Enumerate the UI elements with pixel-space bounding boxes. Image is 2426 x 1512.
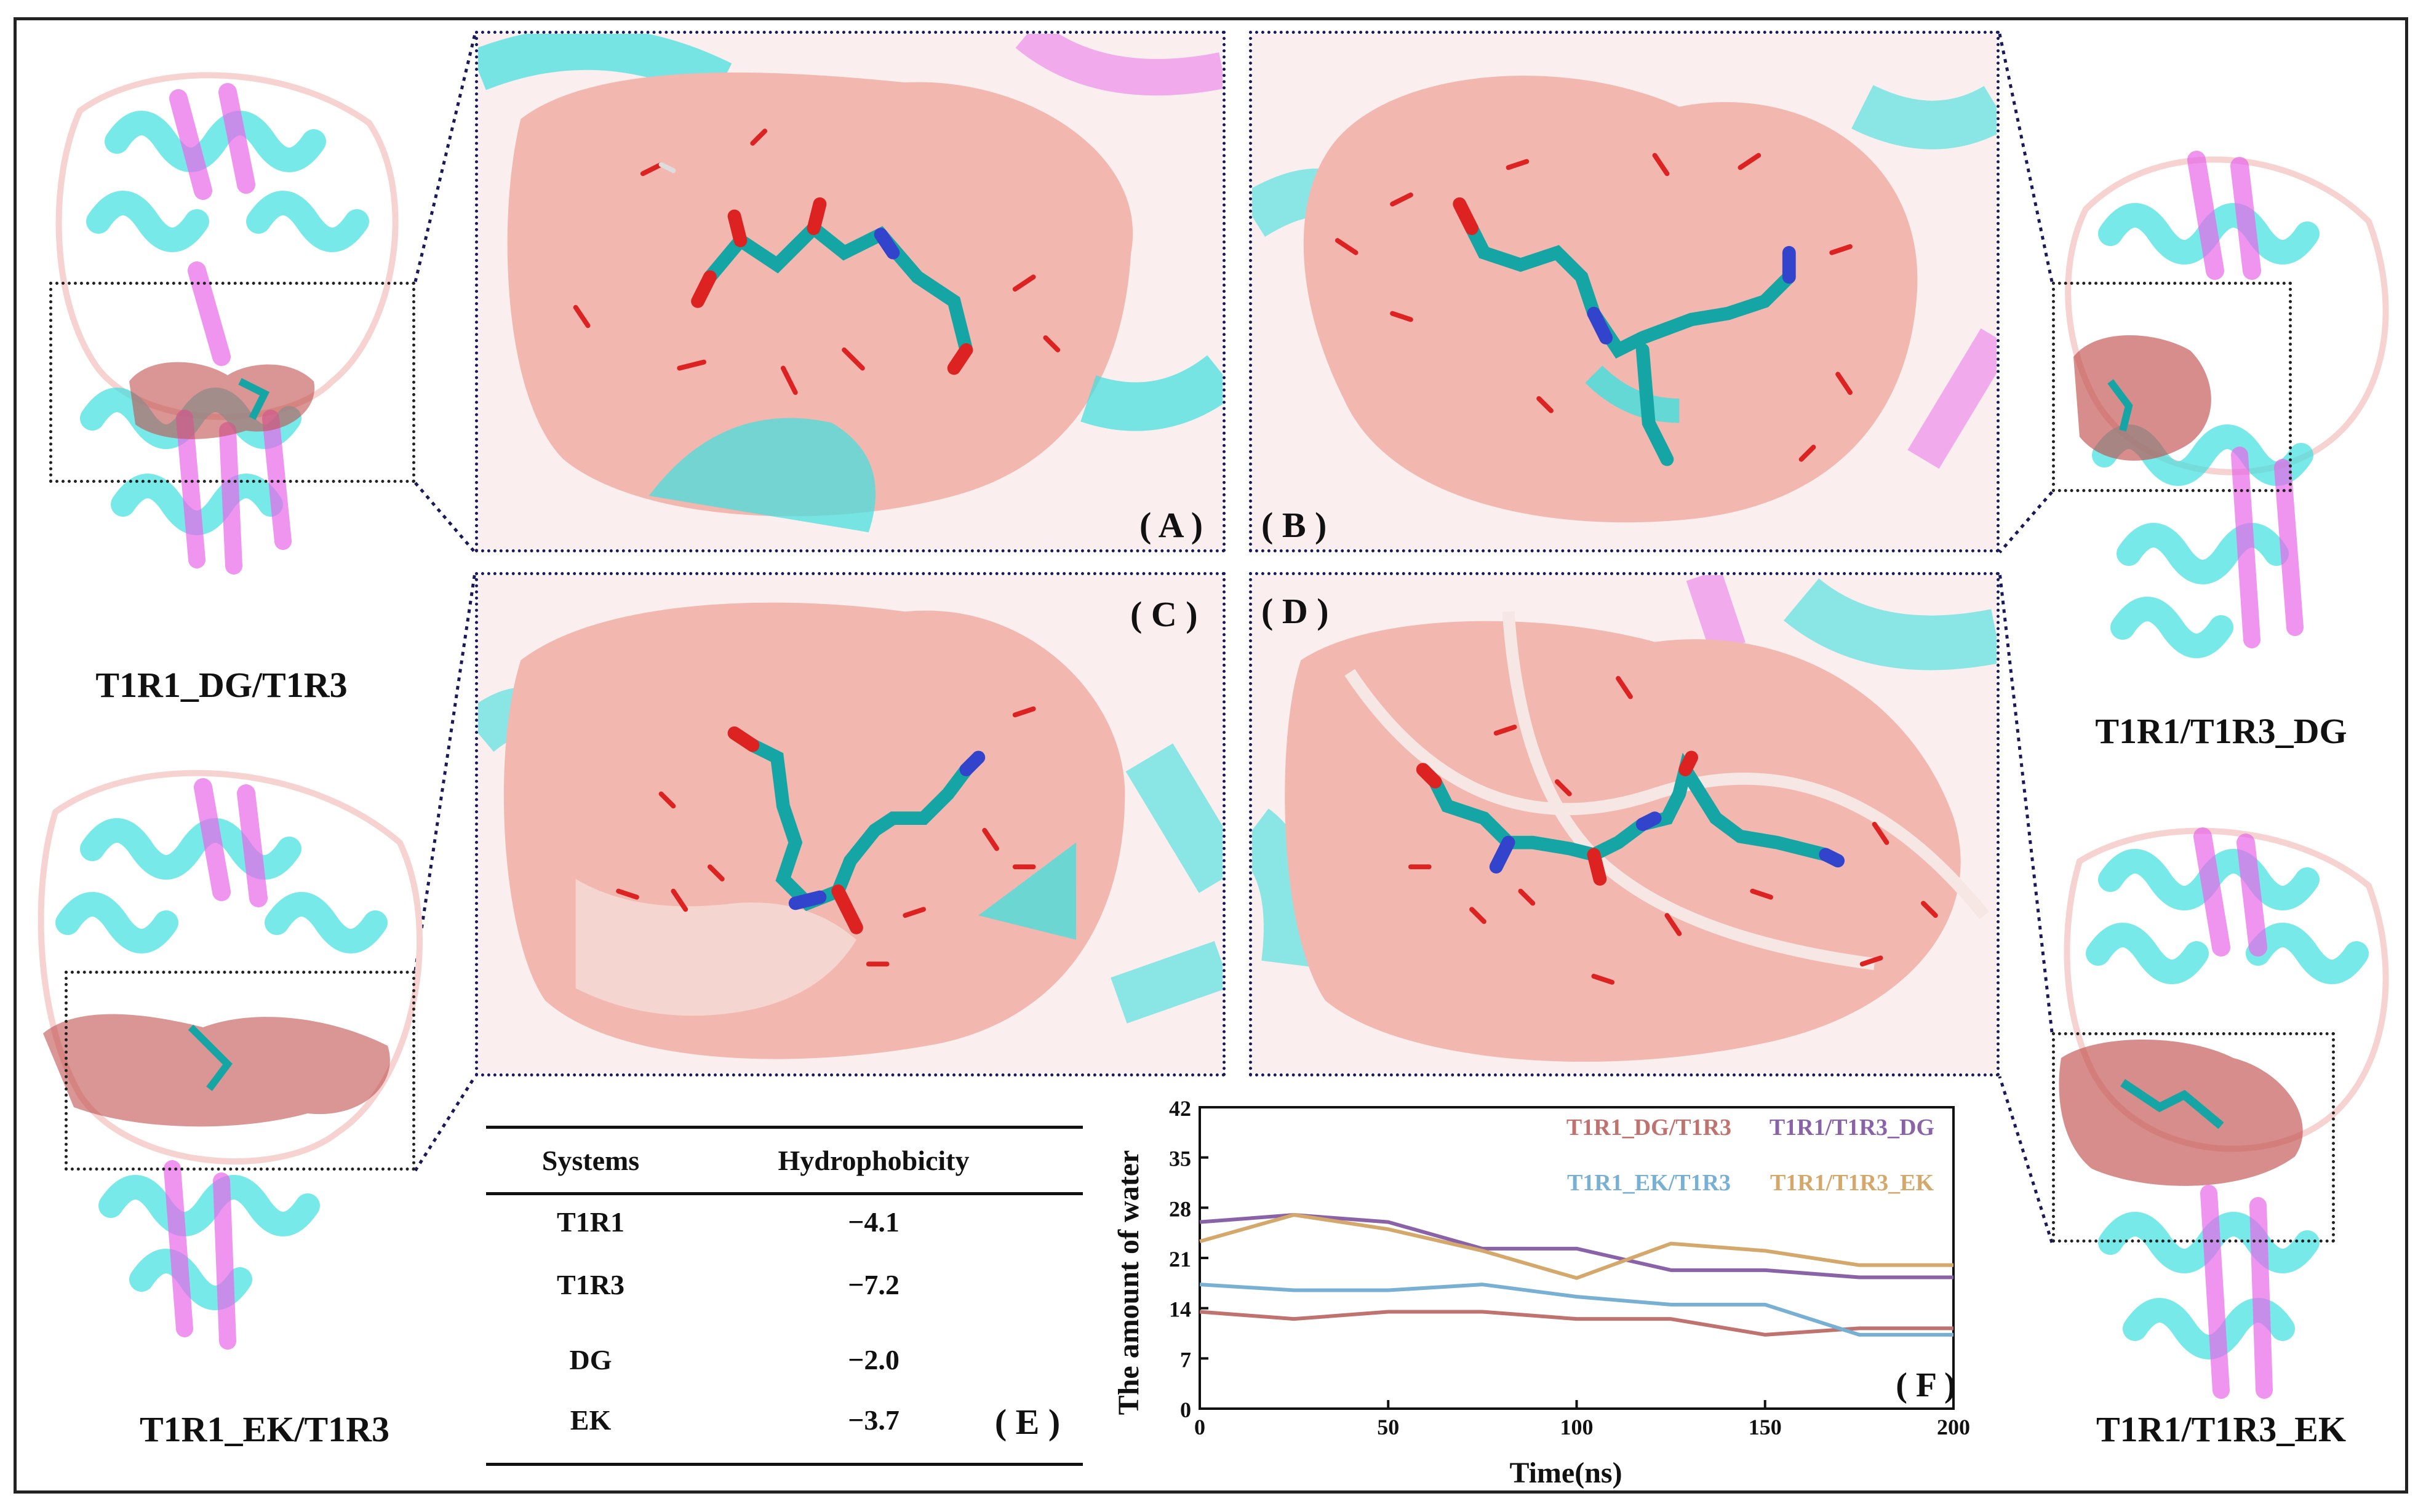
series-line: [1199, 1213, 1953, 1280]
y-tick-label: 21: [1169, 1247, 1191, 1271]
figure-frame: [14, 17, 2408, 1494]
panel-e-label: ( E ): [994, 1402, 1061, 1442]
table-row-value: −7.2: [848, 1269, 900, 1300]
table-bottom-rule: [486, 1463, 1083, 1466]
panel-d-binding-pocket: ( D ): [1249, 572, 2000, 1076]
y-tick-label: 35: [1169, 1147, 1191, 1171]
water-amount-chart: 0 7 14 21 28 35 42 0 50 100 150 200 T1R1_DG/T1R3 T1R…: [1107, 1089, 1993, 1495]
x-tick-label: 0: [1194, 1415, 1205, 1439]
y-tick-label: 7: [1180, 1347, 1191, 1372]
chart-ylabel: The amount of water: [1112, 1150, 1145, 1415]
y-tick-label: 14: [1169, 1297, 1191, 1322]
table-header-systems: Systems: [541, 1145, 640, 1176]
x-tick-label: 100: [1560, 1415, 1594, 1439]
protein-overview-top-left: [25, 37, 431, 627]
system-label-top-right: T1R1/T1R3_DG: [2095, 711, 2347, 751]
x-tick-label: 50: [1377, 1415, 1399, 1439]
panel-a-binding-pocket: ( A ): [475, 31, 1226, 552]
y-tick-label: 0: [1180, 1398, 1191, 1422]
chart-lines: [1199, 1213, 1953, 1337]
legend-entry: T1R1_EK/T1R3: [1567, 1170, 1731, 1196]
legend-entry: T1R1_DG/T1R3: [1566, 1115, 1731, 1140]
chart-legend: T1R1_DG/T1R3 T1R1/T1R3_DG T1R1_EK/T1R3 T1R1…: [1566, 1115, 1934, 1196]
legend-entry: T1R1/T1R3_EK: [1770, 1170, 1934, 1196]
panel-c-binding-pocket: ( C ): [475, 572, 1226, 1076]
system-label-bottom-left: T1R1_EK/T1R3: [139, 1409, 390, 1449]
table-row-system: EK: [570, 1404, 612, 1436]
panel-c-label: ( C ): [1130, 594, 1198, 634]
table-header-rule: [486, 1192, 1083, 1195]
binding-site-box-top-left: [49, 282, 415, 483]
panel-b-binding-pocket: ( B ): [1249, 31, 2000, 552]
table-top-rule: [486, 1126, 1083, 1129]
binding-site-box-bottom-left: [65, 971, 415, 1171]
x-tick-label: 150: [1749, 1415, 1782, 1439]
panel-f-label: ( F ): [1896, 1366, 1955, 1404]
table-row-value: −3.7: [848, 1404, 900, 1436]
table-row-value: −4.1: [848, 1206, 900, 1238]
series-line: [1199, 1310, 1953, 1337]
chart-axes: 0 7 14 21 28 35 42 0 50 100 150 200: [1169, 1096, 1970, 1439]
chart-xlabel: Time(ns): [1509, 1457, 1622, 1489]
table-row-system: DG: [569, 1344, 612, 1375]
panel-d-label: ( D ): [1261, 591, 1329, 631]
system-label-bottom-right: T1R1/T1R3_EK: [2096, 1409, 2347, 1449]
system-label-top-left: T1R1_DG/T1R3: [95, 665, 348, 705]
x-tick-label: 200: [1937, 1415, 1970, 1439]
protein-overview-bottom-right: [2037, 800, 2406, 1415]
hydrophobicity-table: Systems Hydrophobicity T1R1 −4.1 T1R3 −7…: [486, 1126, 1083, 1470]
table-header-hydrophobicity: Hydrophobicity: [778, 1145, 970, 1176]
panel-a-label: ( A ): [1139, 505, 1203, 545]
protein-overview-bottom-left: [18, 738, 449, 1372]
legend-entry: T1R1/T1R3_DG: [1770, 1115, 1934, 1140]
series-line: [1199, 1283, 1953, 1337]
protein-overview-top-right: [2037, 86, 2406, 701]
binding-site-box-bottom-right: [2052, 1032, 2335, 1243]
binding-site-box-top-right: [2052, 282, 2292, 492]
series-line: [1199, 1213, 1953, 1279]
panel-b-label: ( B ): [1261, 505, 1327, 545]
chart-plot-frame: [1199, 1106, 1955, 1410]
y-tick-label: 42: [1169, 1096, 1191, 1121]
table-row-system: T1R1: [557, 1206, 624, 1238]
y-tick-label: 28: [1169, 1196, 1191, 1221]
table-row-system: T1R3: [557, 1269, 624, 1300]
table-row-value: −2.0: [848, 1344, 900, 1375]
